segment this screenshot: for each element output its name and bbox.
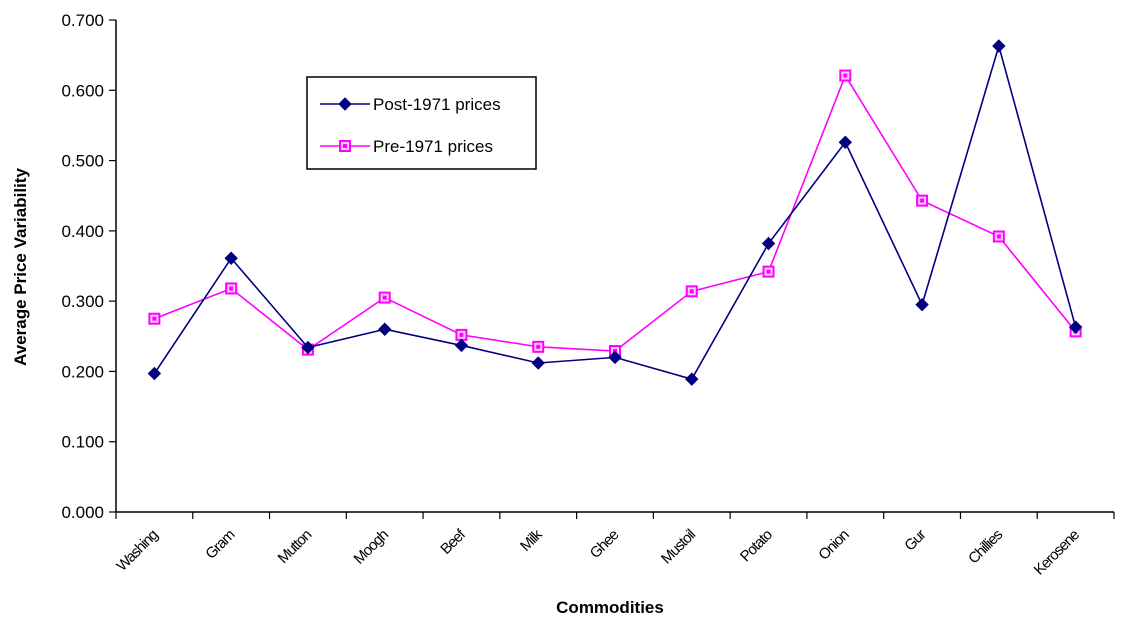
x-tick-label: Gur [901,526,929,554]
series-layer [147,39,1083,386]
data-point [377,322,392,336]
axes: 0.000 0.100 0.200 0.300 0.400 0.500 0.600 0.700… [61,11,1115,579]
data-point [992,39,1006,53]
data-point-center [689,289,694,294]
x-tick-label: Mustoil [658,526,699,567]
series-pre-1971 [148,69,1082,358]
data-point [761,236,776,251]
series-post-1971 [147,39,1083,386]
data-point-center [766,269,771,274]
x-tick-label: Potato [737,526,776,565]
legend-item: Pre-1971 prices [320,137,493,156]
series-line [154,73,1077,352]
data-point [685,372,699,386]
data-point [454,338,469,353]
data-point-center [843,73,848,78]
legend-box [306,76,537,170]
y-tick-label: 0.100 [61,433,104,452]
y-tick-label: 0.300 [61,292,104,311]
x-tick-label: Gram [202,526,238,562]
data-point [838,135,853,150]
x-tick-label: Moogh [351,526,392,567]
data-point-center [152,316,157,321]
y-tick-label: 0.600 [61,81,104,100]
data-point [608,350,622,365]
legend-marker [338,97,352,111]
x-tick-label: Ghee [587,526,623,562]
y-tick-label: 0.500 [61,152,104,171]
legend-marker-center [343,144,347,148]
x-tick-label: Beef [437,526,469,558]
legend-label: Pre-1971 prices [373,137,493,156]
data-point-center [382,295,387,300]
x-axis-title: Commodities [556,598,664,617]
data-point [224,251,238,265]
x-tick-label: Milk [517,526,546,555]
data-point-center [536,344,541,349]
y-axis-title: Average Price Variability [11,168,30,366]
x-tick-label: Washing [113,526,161,574]
series-line [153,43,1077,381]
data-point [1068,320,1083,334]
x-tick-label: Chillies [965,526,1006,567]
y-tick-label: 0.400 [61,222,104,241]
data-point [915,297,929,312]
legend-item: Post-1971 prices [320,95,501,114]
legend-label: Post-1971 prices [373,95,501,114]
y-tick-label: 0.700 [61,11,104,30]
legend: Post-1971 prices Pre-1971 prices [306,76,537,170]
data-point [147,366,162,381]
y-tick-label: 0.000 [61,503,104,522]
y-tick-label: 0.200 [61,362,104,381]
data-point-center [459,332,464,337]
x-tick-label: Mutton [275,526,316,567]
data-point [531,356,545,370]
data-point [301,340,315,355]
x-tick-label: Onion [815,526,852,563]
data-point-center [920,198,925,203]
data-point-center [996,234,1001,239]
x-tick-label: Kerosene [1031,526,1083,578]
data-point-center [229,286,234,291]
